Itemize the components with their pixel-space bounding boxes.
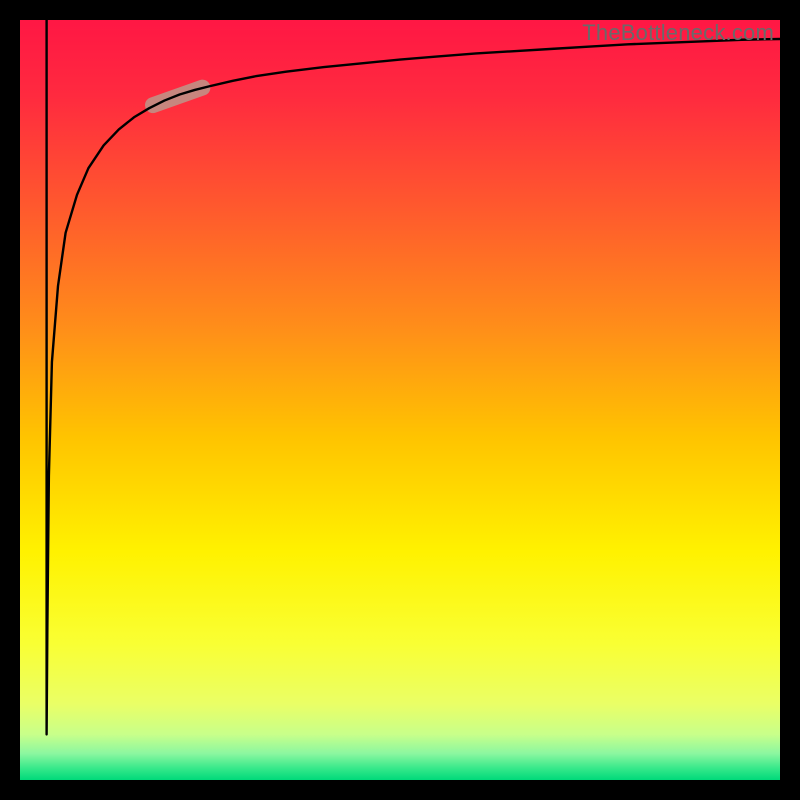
bottleneck-curve [47, 20, 780, 734]
plot-area: TheBottleneck.com [20, 20, 780, 780]
watermark-text: TheBottleneck.com [582, 20, 774, 46]
chart-stage: TheBottleneck.com [0, 0, 800, 800]
curve-layer [20, 20, 780, 780]
